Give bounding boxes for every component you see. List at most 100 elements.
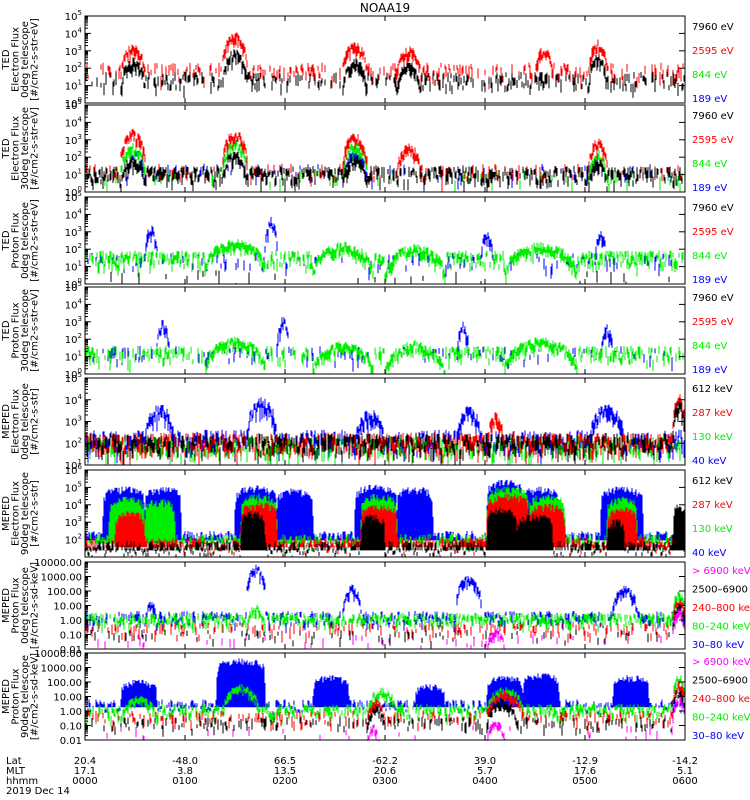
y-tick-label: 101 [65,168,82,182]
y-tick-base: 10 [65,171,78,182]
y-tick-label: 102 [65,242,82,256]
y-tick-exponent: 2 [78,150,82,158]
y-axis-label-line: [#/cm2-s-str-eV] [30,289,41,372]
y-tick-exponent: 0 [78,185,82,193]
y-tick-base: 10 [65,82,78,93]
y-tick-label: 105 [65,371,82,385]
y-tick-label: 103 [65,225,82,239]
legend-entry: 287 keV [692,408,733,419]
panel-4: TEDProton Flux30deg telescope[#/cm2-s-st… [1,280,734,381]
series-trace-blue [84,564,685,634]
panel-2: TEDElectron Flux30deg telescope[#/cm2-s-… [1,98,734,199]
y-tick-label: 104 [65,297,83,311]
y-axis-label: TEDProton Flux0deg telescope[#/cm2-s-str… [1,199,41,282]
y-tick-label: 101 [65,458,82,472]
y-tick-base: 10 [65,99,78,110]
y-tick-base: 10 [65,501,78,512]
series-trace-blue [92,317,673,372]
y-tick-base: 10 [65,283,78,294]
y-axis-label-line: TED [1,49,12,70]
y-tick-label: 10000.00 [34,558,82,569]
y-tick-exponent: 1 [78,79,82,87]
panel-7: MEPEDProton Flux0deg telescope[#/cm2-s-s… [1,558,750,656]
y-axis-label-line: 30deg telescope [20,289,31,372]
y-tick-label: 100.00 [47,678,82,689]
legend-entry: 240–800 keV [692,603,750,614]
legend-entry: 189 eV [692,275,727,286]
legend-entry: 7960 eV [692,111,734,122]
y-axis-label: MEPEDElectron Flux0deg telescope[#/cm2-s… [1,383,41,460]
y-tick-exponent: 6 [78,463,83,471]
y-tick-base: 10 [65,518,78,529]
y-tick-label: 101 [65,260,82,274]
y-tick-base: 10 [65,228,78,239]
y-tick-label: 100 [65,96,82,110]
y-axis-label-line: Electron Flux [11,481,22,546]
y-axis-label-line: 0deg telescope [20,567,31,644]
x-tick-label-mlt: 3.8 [177,766,193,777]
y-tick-label: 100 [65,277,82,291]
y-tick-label: 10.00 [53,602,82,613]
legend-entry: 30–80 keV [692,731,744,742]
legend-entry: 189 eV [692,94,727,105]
y-tick-base: 10 [65,439,78,450]
y-tick-exponent: 1 [78,350,82,358]
y-tick-exponent: 0 [78,277,82,285]
legend-entry: 844 eV [692,159,727,170]
x-tick-label-mlt: 5.1 [677,766,693,777]
y-tick-label: 106 [65,463,83,477]
y-tick-label: 100.00 [47,587,82,598]
y-tick-label: 101 [65,350,82,364]
y-tick-exponent: 5 [78,480,82,488]
legend-entry: 844 eV [692,341,727,352]
x-tick-label-hhmm: 0100 [172,776,197,787]
y-tick-exponent: 4 [78,393,83,401]
y-tick-label: 105 [65,280,82,294]
y-axis-label-line: MEPED [1,679,12,714]
y-axis-label-line: [#/cm2-s-sd-keV] [30,653,41,740]
x-tick-label-lat: -14.2 [672,756,698,767]
y-tick-exponent: 3 [78,415,82,423]
y-tick-label: 105 [65,9,82,23]
legend-entry: 844 eV [692,70,727,81]
panels: TED Electron Flux 0deg telescope [#/cm2-s-s… [1,9,750,747]
y-tick-label: 103 [65,315,82,329]
y-tick-exponent: 2 [78,436,82,444]
panel-1: TEDElectron Flux0deg telescope[#/cm2-s-s… [1,9,734,110]
y-axis-label-line: MEPED [1,588,12,623]
series-trace-green [84,336,684,374]
y-tick-base: 10 [65,193,78,204]
y-axis-label-line: Electron Flux [11,389,22,454]
y-tick-base: 10 [65,118,78,129]
x-row-label: 2019 Dec 14 [6,786,70,797]
y-tick-exponent: 2 [78,242,82,250]
y-axis-label-line: 0deg telescope [20,21,31,98]
y-tick-exponent: 0 [78,367,82,375]
y-tick-exponent: 2 [78,61,82,69]
panel-frame [84,286,686,375]
legend-entry: 2595 eV [692,227,734,238]
x-tick-label-lat: 39.0 [474,756,496,767]
y-tick-label: 0.01 [60,736,82,747]
y-tick-base: 10 [65,64,78,75]
legend-entry: 240–800 keV [692,694,750,705]
y-tick-label: 105 [65,480,82,494]
y-tick-exponent: 3 [78,315,82,323]
y-axis-label-line: 0deg telescope [20,202,31,279]
panel-5: MEPEDElectron Flux0deg telescope[#/cm2-s… [1,371,733,472]
y-tick-base: 10 [65,353,78,364]
legend-entry: 2500–6900 [692,585,748,596]
legend-entry: 40 keV [692,548,726,559]
plot-title: NOAA19 [360,1,410,15]
y-tick-label: 100 [65,367,82,381]
y-tick-label: 0.10 [60,631,82,642]
x-tick-label-lat: 66.5 [274,756,296,767]
y-axis-label-line: MEPED [1,496,12,531]
series-trace-red [85,128,681,192]
y-axis-label-line: Proton Flux [11,212,22,268]
x-tick-label-mlt: 17.1 [74,766,96,777]
y-tick-exponent: 4 [78,115,83,123]
x-row-label: MLT [6,766,26,777]
legend-entry: 7960 eV [692,293,734,304]
